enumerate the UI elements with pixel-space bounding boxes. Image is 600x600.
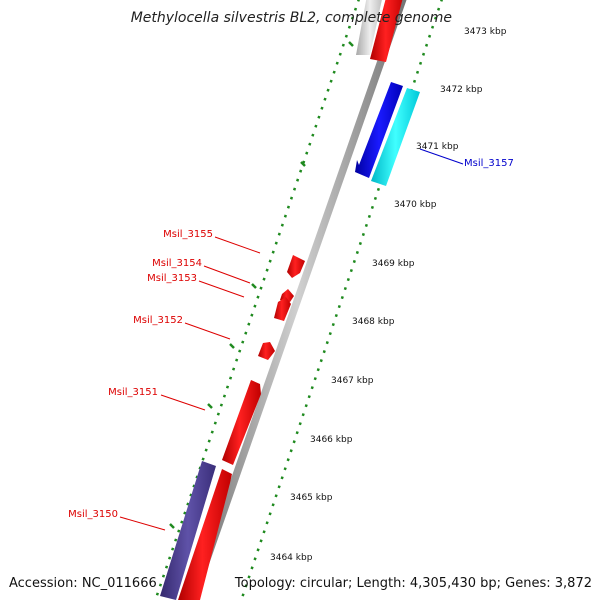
gene-label-msil-3151[interactable]: Msil_3151 [108, 387, 158, 398]
gene-label-msil-3154[interactable]: Msil_3154 [152, 258, 202, 269]
kbp-label: 3465 kbp [290, 493, 333, 503]
gene-labels: Msil_3155 Msil_3154 Msil_3153 Msil_3152 … [68, 158, 514, 520]
gene-label-msil-3150[interactable]: Msil_3150 [68, 509, 118, 520]
kbp-label: 3464 kbp [270, 553, 313, 563]
outer-tick-track [240, 0, 443, 600]
gene-msil-3153 [274, 297, 291, 321]
kbp-label: 3470 kbp [394, 200, 437, 210]
inner-tick-track [154, 0, 360, 600]
kbp-label: 3467 kbp [331, 376, 374, 386]
genome-title: Methylocella silvestris BL2, complete ge… [131, 10, 452, 26]
kbp-label: 3466 kbp [310, 435, 353, 445]
kbp-label: 3472 kbp [440, 85, 483, 95]
inner-track-ticks [169, 41, 354, 529]
gene-cyan [371, 88, 420, 186]
gene-label-msil-3153[interactable]: Msil_3153 [147, 273, 197, 284]
gene-purple-bottom [160, 461, 216, 600]
gene-label-msil-3152[interactable]: Msil_3152 [133, 315, 183, 326]
gene-grey-top [356, 0, 382, 55]
gene-blue [355, 82, 403, 178]
genome-backbone [188, 0, 407, 600]
kbp-label: 3473 kbp [464, 27, 507, 37]
gene-leader-lines [119, 148, 464, 531]
gene-msil-3152 [258, 342, 275, 360]
kbp-label: 3469 kbp [372, 259, 415, 269]
gene-red-top [370, 0, 403, 62]
kbp-labels: 3473 kbp 3472 kbp 3471 kbp 3470 kbp 3469… [270, 27, 507, 563]
topology-text: Topology: circular; Length: 4,305,430 bp… [234, 576, 592, 591]
kbp-label: 3471 kbp [416, 142, 459, 152]
gene-msil-3155 [287, 255, 305, 278]
gene-msil-3150 [178, 469, 232, 600]
gene-label-msil-3157[interactable]: Msil_3157 [464, 158, 514, 169]
kbp-label: 3468 kbp [352, 317, 395, 327]
gene-msil-3151 [222, 380, 261, 465]
gene-label-msil-3155[interactable]: Msil_3155 [163, 229, 213, 240]
accession-text: Accession: NC_011666 [9, 576, 157, 591]
